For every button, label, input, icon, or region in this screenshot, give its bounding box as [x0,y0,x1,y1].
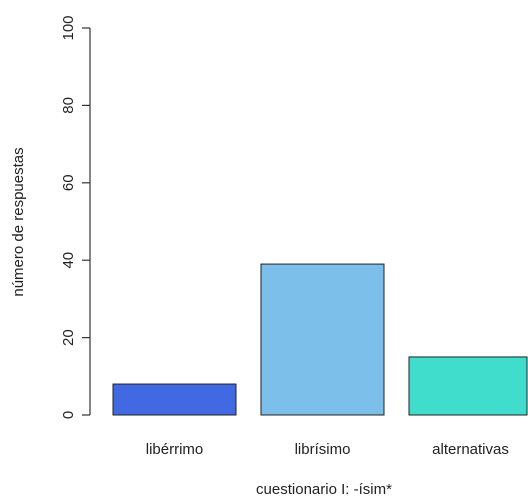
x-category-labels: libérrimo librísimo alternativas [146,441,509,458]
bars [112,263,528,416]
y-ticks: 0 20 40 60 80 100 [60,15,90,419]
bar-3 [408,356,528,416]
y-axis-title: número de respuestas [10,147,27,296]
x-category-label: alternativas [432,441,509,458]
bar-1 [112,383,237,416]
x-category-label: librísimo [295,441,351,458]
bar-2 [260,263,385,416]
y-tick-label: 60 [60,174,77,191]
y-axis: 0 20 40 60 80 100 [60,15,91,419]
y-tick-label: 20 [60,329,77,346]
y-tick-label: 80 [60,97,77,114]
y-tick-label: 0 [60,411,77,419]
y-tick-label: 40 [60,252,77,269]
x-category-label: libérrimo [146,441,204,458]
x-axis-title: cuestionario I: -ísim* [256,481,392,498]
y-tick-label: 100 [60,15,77,40]
